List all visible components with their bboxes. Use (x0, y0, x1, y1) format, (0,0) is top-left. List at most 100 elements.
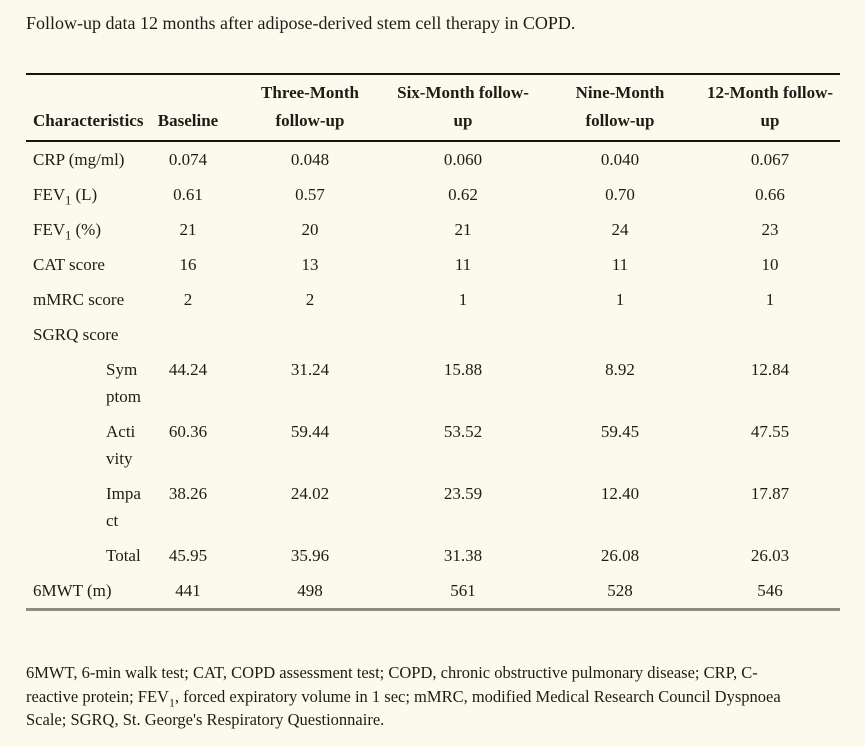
cell-value (386, 317, 540, 352)
row-label: Total (26, 538, 142, 573)
label-text: SGRQ score (33, 325, 119, 344)
row-label: Acti vity (26, 414, 142, 476)
table-row: Impa ct 38.26 24.02 23.59 12.40 17.87 (26, 476, 840, 538)
page: Follow-up data 12 months after adipose-d… (26, 13, 840, 732)
cell-value: 1 (458, 290, 468, 309)
followup-data-table: Characteristics Baseline Three-Month fol… (26, 73, 840, 611)
footnote-line-3: Scale; SGRQ, St. George's Respiratory Qu… (26, 710, 385, 729)
cell-value: 498 (297, 581, 323, 600)
cell-value: 23.59 (443, 484, 483, 503)
row-label: Impa ct (26, 476, 142, 538)
cell-value: 26.03 (750, 546, 790, 565)
col-header-12-month: 12-Month follow- up (700, 74, 840, 142)
subscript: 1 (65, 193, 72, 208)
cell-value: 2 (183, 290, 193, 309)
cell-value: 528 (607, 581, 633, 600)
cell-value (540, 317, 700, 352)
footnote: 6MWT, 6-min walk test; CAT, COPD assessm… (26, 661, 834, 732)
table-row: Sym ptom 44.24 31.24 15.88 8.92 12.84 (26, 352, 840, 414)
cell-value: 11 (611, 255, 629, 274)
cell-value: 0.62 (448, 185, 478, 204)
cell-value: 0.70 (605, 185, 635, 204)
cell-value: 31.24 (290, 360, 330, 379)
cell-value: 26.08 (600, 546, 640, 565)
label-text: Impa ct (106, 484, 141, 530)
table-row: SGRQ score (26, 317, 840, 352)
label-text: 6MWT (m) (33, 581, 112, 600)
cell-value: 21 (179, 220, 197, 239)
cell-value: 47.55 (750, 422, 790, 441)
footnote-line-2-post: , forced expiratory volume in 1 sec; mMR… (174, 686, 781, 706)
cell-value: 11 (454, 255, 472, 274)
cell-value: 15.88 (443, 360, 483, 379)
label-text: (L) (71, 185, 98, 204)
cell-value: 1 (765, 290, 775, 309)
cell-value: 0.060 (443, 150, 483, 169)
cell-value: 44.24 (168, 360, 208, 379)
col-header-6-month: Six-Month follow- up (386, 74, 540, 142)
cell-value: 59.45 (600, 422, 640, 441)
row-label: FEV1 (%) (26, 212, 142, 247)
cell-value: 13 (301, 255, 319, 274)
table-caption: Follow-up data 12 months after adipose-d… (26, 13, 576, 33)
cell-value: 0.040 (600, 150, 640, 169)
cell-value: 10 (761, 255, 779, 274)
cell-value: 0.074 (168, 150, 208, 169)
cell-value: 38.26 (168, 484, 208, 503)
row-label: 6MWT (m) (26, 573, 142, 610)
row-sublabel: Impa ct (106, 480, 141, 534)
cell-value: 59.44 (290, 422, 330, 441)
table-row: mMRC score 2 2 1 1 1 (26, 282, 840, 317)
footnote-line-1: 6MWT, 6-min walk test; CAT, COPD assessm… (26, 663, 758, 682)
table-row: Total 45.95 35.96 31.38 26.08 26.03 (26, 538, 840, 573)
row-label: mMRC score (26, 282, 142, 317)
cell-value: 2 (305, 290, 315, 309)
footnote-line-2: reactive protein; FEV1, forced expirator… (26, 685, 834, 709)
cell-value: 8.92 (605, 360, 635, 379)
row-sublabel: Sym ptom (106, 356, 141, 410)
cell-value (234, 317, 386, 352)
col-header-baseline: Baseline (142, 74, 234, 142)
cell-value: 546 (757, 581, 783, 600)
cell-value: 0.61 (173, 185, 203, 204)
fev-subscript: 1 (168, 694, 175, 709)
cell-value (142, 317, 234, 352)
cell-value: 12.40 (600, 484, 640, 503)
cell-value (700, 317, 840, 352)
cell-value: 1 (615, 290, 625, 309)
cell-value: 45.95 (168, 546, 208, 565)
cell-value: 21 (454, 220, 472, 239)
cell-value: 441 (175, 581, 201, 600)
cell-value: 23 (761, 220, 779, 239)
subscript: 1 (65, 228, 72, 243)
label-text: CRP (mg/ml) (33, 150, 125, 169)
row-label: FEV1 (L) (26, 177, 142, 212)
table-row: 6MWT (m) 441 498 561 528 546 (26, 573, 840, 610)
header-row: Characteristics Baseline Three-Month fol… (26, 74, 840, 142)
cell-value: 35.96 (290, 546, 330, 565)
label-text: FEV (33, 220, 66, 239)
label-text: (%) (71, 220, 101, 239)
cell-value: 31.38 (443, 546, 483, 565)
cell-value: 0.048 (290, 150, 330, 169)
row-label: CAT score (26, 247, 142, 282)
col-header-characteristics: Characteristics (26, 74, 143, 142)
table-row: Acti vity 60.36 59.44 53.52 59.45 47.55 (26, 414, 840, 476)
label-text: FEV (33, 185, 66, 204)
cell-value: 60.36 (168, 422, 208, 441)
table-header: Characteristics Baseline Three-Month fol… (26, 74, 840, 142)
cell-value: 24 (611, 220, 629, 239)
col-header-9-month: Nine-Month follow-up (540, 74, 700, 142)
label-text: Sym ptom (106, 360, 141, 406)
col-header-3-month: Three-Month follow-up (234, 74, 386, 142)
footnote-line-2-pre: reactive protein; FEV (26, 686, 169, 706)
cell-value: 0.067 (750, 150, 790, 169)
table-row: CRP (mg/ml) 0.074 0.048 0.060 0.040 0.067 (26, 141, 840, 177)
table-row: FEV1 (L) 0.61 0.57 0.62 0.70 0.66 (26, 177, 840, 212)
cell-value: 24.02 (290, 484, 330, 503)
row-label: Sym ptom (26, 352, 142, 414)
row-sublabel: Acti vity (106, 418, 135, 472)
cell-value: 20 (301, 220, 319, 239)
table-row: CAT score 16 13 11 11 10 (26, 247, 840, 282)
cell-value: 12.84 (750, 360, 790, 379)
